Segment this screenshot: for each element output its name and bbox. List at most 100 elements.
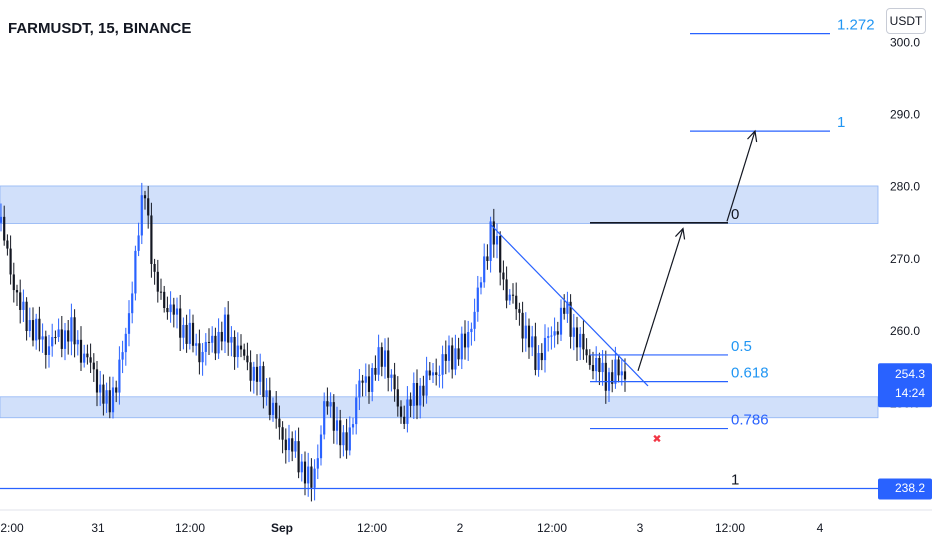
candle-body xyxy=(585,349,588,356)
candle-body xyxy=(195,343,198,346)
candle-body xyxy=(166,308,169,313)
candle-body xyxy=(31,320,35,341)
candle-body xyxy=(390,374,393,378)
candle-body xyxy=(358,380,361,398)
candle-body xyxy=(547,336,550,338)
candle-body xyxy=(614,359,617,384)
candle-body xyxy=(348,427,351,451)
candle-body xyxy=(371,367,374,392)
candle-body xyxy=(537,353,540,370)
currency-unit-button[interactable]: USDT xyxy=(886,8,926,34)
candle-body xyxy=(246,355,249,363)
candle-body xyxy=(582,333,585,350)
candle-body xyxy=(316,458,319,469)
stop-loss-marker: ✖ xyxy=(652,434,661,446)
candle-body xyxy=(284,439,287,451)
x-tick-label: 12:00 xyxy=(175,521,205,535)
candle-body xyxy=(444,354,447,361)
candle-body xyxy=(310,466,313,488)
zone-0 xyxy=(0,185,879,224)
candle-body xyxy=(387,350,390,378)
chart-title: FARMUSDT, 15, BINANCE xyxy=(8,20,192,37)
candle-body xyxy=(239,345,243,350)
candle-body xyxy=(150,215,153,264)
projection-arrow-1-head xyxy=(675,227,686,240)
candle-body xyxy=(451,345,454,370)
candle-body xyxy=(89,357,92,363)
candle-body xyxy=(511,294,515,296)
candle-body xyxy=(223,314,227,342)
low-price-box xyxy=(878,478,932,500)
x-tick-label: 2:00 xyxy=(0,521,24,535)
trendline xyxy=(490,224,649,387)
candle-body xyxy=(243,349,246,356)
candle-body xyxy=(227,314,230,343)
candle-body xyxy=(595,357,598,372)
candle-body xyxy=(137,235,140,251)
candle-body xyxy=(355,397,358,425)
candle-body xyxy=(441,354,444,375)
candle-body xyxy=(115,387,118,393)
candle-body xyxy=(63,330,67,349)
candle-body xyxy=(67,330,70,342)
candle-body xyxy=(361,380,364,383)
candle-body xyxy=(559,307,563,335)
candle-body xyxy=(598,357,601,373)
bar-countdown-label: 14:24 xyxy=(894,386,926,401)
candle-body xyxy=(566,301,569,314)
candle-body xyxy=(457,348,460,360)
candle-body xyxy=(515,295,518,310)
candle-body xyxy=(44,336,47,355)
candle-body xyxy=(364,376,367,383)
candle-body xyxy=(377,347,380,375)
candle-body xyxy=(495,236,499,245)
fib-level-label: 1 xyxy=(837,114,845,131)
candle-body xyxy=(412,383,415,406)
candle-body xyxy=(182,324,185,338)
y-tick-label: 290.0 xyxy=(890,108,920,122)
candle-body xyxy=(143,195,147,199)
candle-body xyxy=(601,362,604,373)
candle-body xyxy=(550,335,553,337)
candle-body xyxy=(22,301,25,310)
candle-body xyxy=(6,240,9,249)
x-tick-label: 12:00 xyxy=(357,521,387,535)
candle-body xyxy=(575,327,579,348)
candle-body xyxy=(207,341,211,343)
candle-body xyxy=(15,290,19,293)
candle-body xyxy=(572,327,575,337)
candle-body xyxy=(403,416,406,424)
candle-body xyxy=(579,333,582,348)
candle-body xyxy=(108,390,111,413)
candle-body xyxy=(556,331,559,335)
candle-body xyxy=(156,271,159,292)
candle-body xyxy=(492,221,495,245)
x-tick-label: 31 xyxy=(91,521,105,535)
candle-body xyxy=(543,337,547,361)
projection-arrow-2-head xyxy=(747,129,758,143)
fib-level-label: 0 xyxy=(731,206,739,223)
candle-body xyxy=(406,399,409,424)
candle-body xyxy=(188,322,191,344)
candle-body xyxy=(329,402,332,407)
candle-body xyxy=(268,390,271,415)
candle-body xyxy=(169,304,172,313)
candle-body xyxy=(118,359,121,393)
candle-body xyxy=(620,371,623,376)
candle-body xyxy=(38,318,41,340)
candle-body xyxy=(479,282,483,288)
candle-body xyxy=(342,432,345,446)
x-tick-label: 3 xyxy=(637,521,644,535)
candle-body xyxy=(99,384,102,393)
candle-body xyxy=(431,372,435,376)
projection-arrow-2 xyxy=(726,130,756,222)
candle-body xyxy=(211,335,214,343)
candle-body xyxy=(524,325,527,339)
y-tick-label: 270.0 xyxy=(890,252,920,266)
candle-body xyxy=(0,216,3,223)
candle-body xyxy=(307,466,310,484)
candle-body xyxy=(95,369,99,393)
candle-body xyxy=(147,198,150,216)
candle-body xyxy=(131,293,134,314)
